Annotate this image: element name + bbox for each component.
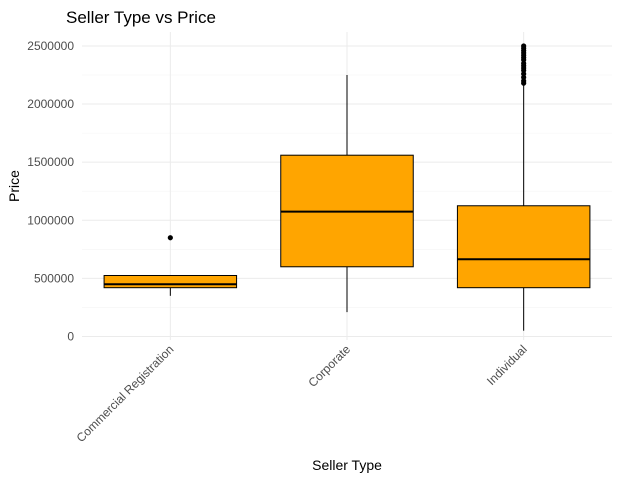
x-axis-title: Seller Type: [312, 457, 382, 473]
box-group: [103, 235, 238, 296]
outlier-point: [167, 235, 173, 241]
y-axis-ticks: 0 500000 1000000 1500000 2000000 2500000: [27, 39, 74, 344]
chart-title: Seller Type vs Price: [66, 8, 216, 27]
x-tick-label: Corporate: [305, 342, 353, 390]
y-tick-label: 1000000: [27, 213, 74, 227]
boxes: [103, 43, 591, 331]
y-axis-title: Price: [6, 170, 22, 202]
y-tick-label: 2500000: [27, 39, 74, 53]
y-tick-label: 0: [67, 330, 74, 344]
y-tick-label: 1500000: [27, 155, 74, 169]
box-group: [280, 75, 414, 313]
x-tick-label: Commercial Registration: [74, 342, 177, 445]
y-tick-label: 500000: [34, 271, 74, 285]
iqr-box: [103, 274, 238, 289]
y-tick-label: 2000000: [27, 97, 74, 111]
x-axis-ticks: Commercial Registration Corporate Individu…: [74, 342, 530, 445]
outlier-point: [521, 43, 527, 49]
box-group: [456, 43, 591, 331]
x-tick-label: Individual: [484, 342, 530, 388]
iqr-box: [456, 205, 591, 289]
